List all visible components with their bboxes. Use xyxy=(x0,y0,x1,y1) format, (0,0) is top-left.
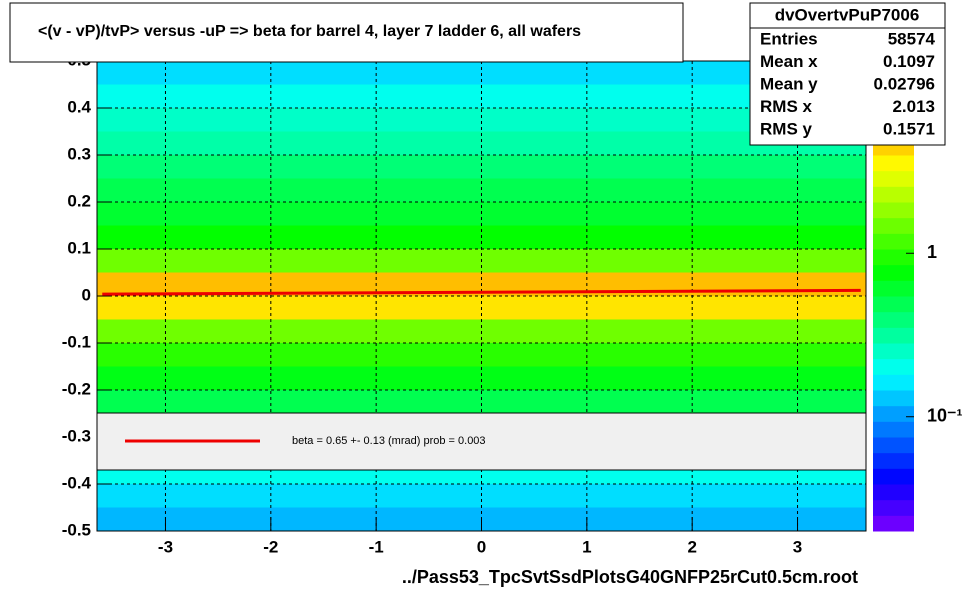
colorbar-step xyxy=(873,390,914,407)
y-tick-label: 0.4 xyxy=(67,97,91,116)
x-tick-label: 1 xyxy=(582,537,591,556)
colorbar-step xyxy=(873,343,914,360)
x-axis-label: ../Pass53_TpcSvtSsdPlotsG40GNFP25rCut0.5… xyxy=(402,567,858,587)
colorbar-step xyxy=(873,249,914,266)
stats-value: 2.013 xyxy=(892,97,935,116)
colorbar-step xyxy=(873,202,914,219)
colorbar-step xyxy=(873,499,914,516)
y-tick-label: 0.2 xyxy=(67,191,91,210)
colorbar-step xyxy=(873,405,914,422)
colorbar-step xyxy=(873,170,914,187)
colorbar-step xyxy=(873,186,914,203)
x-tick-label: -1 xyxy=(369,537,384,556)
stats-key: RMS y xyxy=(760,119,813,138)
colorbar-step xyxy=(873,155,914,172)
stats-value: 58574 xyxy=(888,29,936,48)
x-tick-label: 0 xyxy=(477,537,486,556)
stats-value: 0.02796 xyxy=(874,74,935,93)
y-tick-label: 0 xyxy=(82,285,91,304)
colorbar-step xyxy=(873,311,914,328)
x-tick-label: -2 xyxy=(263,537,278,556)
heatmap-cell xyxy=(97,366,866,390)
colorbar-step xyxy=(873,468,914,485)
colorbar-step xyxy=(873,515,914,532)
x-tick-label: -3 xyxy=(158,537,173,556)
heatmap-cell xyxy=(97,84,866,108)
colorbar-tick-label: 10⁻¹ xyxy=(927,405,963,425)
colorbar-step xyxy=(873,280,914,297)
colorbar-step xyxy=(873,374,914,391)
y-tick-label: -0.2 xyxy=(62,379,91,398)
colorbar-step xyxy=(873,421,914,438)
heatmap-cell xyxy=(97,178,866,202)
legend-label: beta = 0.65 +- 0.13 (mrad) prob = 0.003 xyxy=(292,435,486,447)
colorbar-step xyxy=(873,452,914,469)
stats-key: Entries xyxy=(760,29,818,48)
colorbar-step xyxy=(873,484,914,501)
stats-box xyxy=(749,2,946,146)
y-tick-label: 0.3 xyxy=(67,144,91,163)
heatmap-cell xyxy=(97,61,866,85)
stats-key: Mean y xyxy=(760,74,818,93)
colorbar-step xyxy=(873,264,914,281)
y-tick-label: -0.3 xyxy=(62,426,91,445)
colorbar-step xyxy=(873,296,914,313)
stats-name: dvOvertvPuP7006 xyxy=(775,5,920,24)
heatmap-cell xyxy=(97,343,866,367)
heatmap-cell xyxy=(97,108,866,132)
colorbar-tick-label: 1 xyxy=(927,242,937,262)
title-box xyxy=(9,2,684,63)
y-tick-label: -0.1 xyxy=(62,332,91,351)
y-tick-label: -0.4 xyxy=(62,473,92,492)
fit-line xyxy=(102,288,861,296)
heatmap-cell xyxy=(97,131,866,155)
stats-value: 0.1097 xyxy=(883,52,935,71)
stats-value: 0.1571 xyxy=(883,119,935,138)
y-tick-label: -0.5 xyxy=(62,520,91,539)
heatmap-cell xyxy=(97,155,866,179)
chart-title: <(v - vP)/tvP> versus -uP => beta for ba… xyxy=(38,23,581,40)
colorbar-step xyxy=(873,233,914,250)
colorbar-step xyxy=(873,327,914,344)
stats-key: RMS x xyxy=(760,97,813,116)
colorbar-step xyxy=(873,217,914,234)
colorbar-step xyxy=(873,437,914,454)
heatmap-cell xyxy=(97,390,866,414)
x-tick-label: 2 xyxy=(687,537,696,556)
colorbar-step xyxy=(873,358,914,375)
y-tick-label: 0.1 xyxy=(67,238,91,257)
stats-key: Mean x xyxy=(760,52,818,71)
x-tick-label: 3 xyxy=(793,537,802,556)
